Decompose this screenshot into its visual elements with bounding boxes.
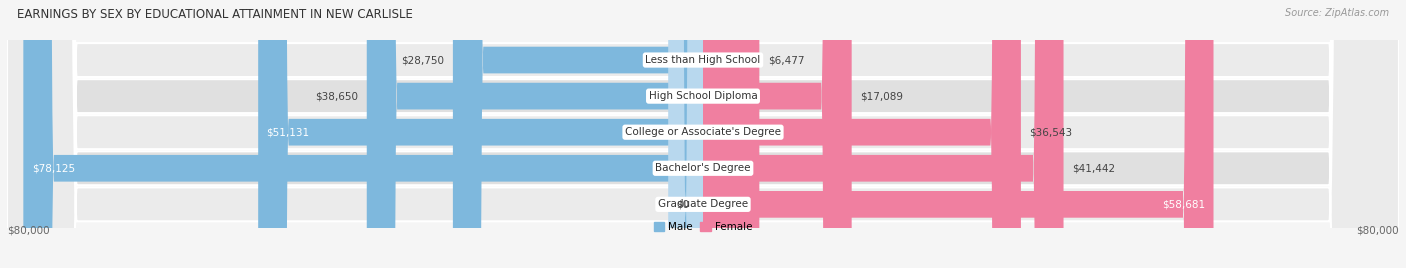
Legend: Male, Female: Male, Female xyxy=(654,222,752,232)
Text: $6,477: $6,477 xyxy=(768,55,804,65)
FancyBboxPatch shape xyxy=(703,0,852,268)
Text: $80,000: $80,000 xyxy=(7,226,49,236)
Text: $41,442: $41,442 xyxy=(1071,163,1115,173)
FancyBboxPatch shape xyxy=(24,0,703,268)
FancyBboxPatch shape xyxy=(7,0,1399,268)
Text: $80,000: $80,000 xyxy=(1357,226,1399,236)
FancyBboxPatch shape xyxy=(7,0,1399,268)
Text: Bachelor's Degree: Bachelor's Degree xyxy=(655,163,751,173)
Text: $38,650: $38,650 xyxy=(315,91,359,101)
Text: High School Diploma: High School Diploma xyxy=(648,91,758,101)
Text: $36,543: $36,543 xyxy=(1029,127,1073,137)
FancyBboxPatch shape xyxy=(703,0,1021,268)
Text: $0: $0 xyxy=(676,199,690,209)
FancyBboxPatch shape xyxy=(367,0,703,268)
Text: Source: ZipAtlas.com: Source: ZipAtlas.com xyxy=(1285,8,1389,18)
Text: Less than High School: Less than High School xyxy=(645,55,761,65)
FancyBboxPatch shape xyxy=(7,0,1399,268)
FancyBboxPatch shape xyxy=(7,0,1399,268)
FancyBboxPatch shape xyxy=(703,0,1213,268)
Text: College or Associate's Degree: College or Associate's Degree xyxy=(626,127,780,137)
Text: EARNINGS BY SEX BY EDUCATIONAL ATTAINMENT IN NEW CARLISLE: EARNINGS BY SEX BY EDUCATIONAL ATTAINMEN… xyxy=(17,8,413,21)
Text: $17,089: $17,089 xyxy=(860,91,903,101)
FancyBboxPatch shape xyxy=(453,0,703,268)
Text: $51,131: $51,131 xyxy=(267,127,309,137)
FancyBboxPatch shape xyxy=(703,0,759,268)
FancyBboxPatch shape xyxy=(668,0,703,268)
Text: $58,681: $58,681 xyxy=(1161,199,1205,209)
FancyBboxPatch shape xyxy=(703,0,1063,268)
FancyBboxPatch shape xyxy=(259,0,703,268)
Text: $78,125: $78,125 xyxy=(32,163,75,173)
FancyBboxPatch shape xyxy=(7,0,1399,268)
Text: Graduate Degree: Graduate Degree xyxy=(658,199,748,209)
Text: $28,750: $28,750 xyxy=(402,55,444,65)
